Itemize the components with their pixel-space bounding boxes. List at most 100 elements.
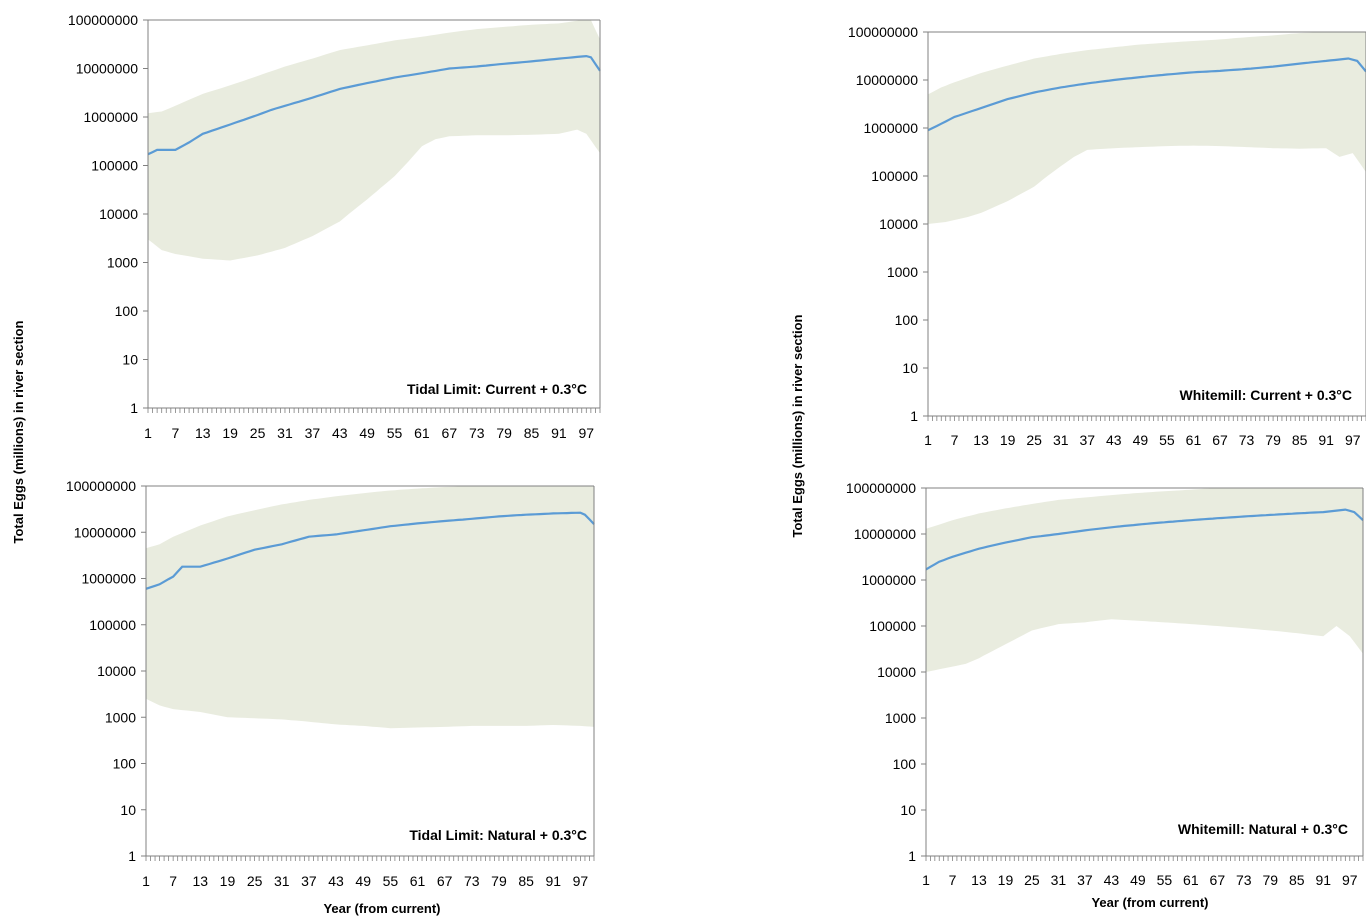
y-tick-label: 100000	[869, 618, 916, 634]
x-tick-label: 49	[355, 873, 371, 889]
y-tick-label: 10000	[97, 663, 136, 679]
x-tick-label: 79	[1265, 432, 1281, 448]
y-tick-label: 100	[115, 303, 139, 319]
x-tick-label: 7	[169, 873, 177, 889]
y-tick-label: 1	[910, 408, 918, 424]
panel-annotation: Tidal Limit: Current + 0.3°C	[407, 381, 587, 397]
y-tick-label: 100000000	[848, 24, 918, 40]
panel-annotation: Tidal Limit: Natural + 0.3°C	[409, 827, 587, 843]
y-tick-label: 100	[893, 756, 917, 772]
x-tick-label: 61	[1183, 872, 1199, 888]
x-tick-label: 19	[1000, 432, 1016, 448]
y-tick-label: 100	[895, 312, 919, 328]
y-tick-label: 1000	[107, 255, 138, 271]
x-tick-label: 61	[1186, 432, 1202, 448]
chart-tidal-limit-current: 100000000 10000000 1000000 100000 10000 1000 1…	[68, 12, 601, 441]
x-tick-label: 13	[195, 425, 211, 441]
x-tick-label: 97	[573, 873, 589, 889]
y-tick-label: 1000000	[861, 572, 916, 588]
uncertainty-band	[928, 32, 1366, 224]
y-tick-label: 100000	[871, 168, 918, 184]
x-tick-label: 1	[144, 425, 152, 441]
x-tick-label: 49	[1130, 872, 1146, 888]
x-tick-label: 13	[973, 432, 989, 448]
x-tick-label: 55	[383, 873, 399, 889]
x-tick-label: 1	[142, 873, 150, 889]
median-line	[925, 508, 1364, 571]
x-tick-label: 85	[524, 425, 540, 441]
x-tick-label: 55	[387, 425, 403, 441]
x-tick-label: 85	[518, 873, 534, 889]
x-tick-label: 55	[1157, 872, 1173, 888]
x-tick-label: 43	[328, 873, 344, 889]
x-tick-label: 97	[1342, 872, 1358, 888]
x-tick-label: 37	[1079, 432, 1095, 448]
x-tick-label: 85	[1289, 872, 1305, 888]
y-tick-label: 10000000	[76, 61, 139, 77]
y-tick-label: 1000000	[81, 571, 136, 587]
y-axis-label-left: Total Eggs (millions) in river section	[11, 320, 26, 543]
y-tick-label: 10000	[879, 216, 918, 232]
x-tick-label: 79	[491, 873, 507, 889]
x-tick-label: 97	[579, 425, 595, 441]
x-tick-label: 25	[1026, 432, 1042, 448]
x-tick-label: 43	[1104, 872, 1120, 888]
panel-annotation: Whitemill: Current + 0.3°C	[1180, 387, 1352, 403]
x-tick-label: 7	[171, 425, 179, 441]
x-tick-label: 73	[1236, 872, 1252, 888]
x-tick-label: 43	[332, 425, 348, 441]
x-tick-label: 91	[1315, 872, 1331, 888]
x-axis-label-right: Year (from current)	[1091, 895, 1208, 910]
x-tick-label: 31	[277, 425, 293, 441]
x-tick-label: 61	[414, 425, 430, 441]
y-tick-label: 1	[128, 848, 136, 864]
y-tick-label: 10000000	[854, 526, 917, 542]
x-tick-label: 19	[220, 873, 236, 889]
y-tick-label: 1000	[885, 710, 916, 726]
x-tick-label: 91	[1318, 432, 1334, 448]
x-tick-label: 1	[922, 872, 930, 888]
x-tick-label: 13	[971, 872, 987, 888]
x-tick-label: 7	[949, 872, 957, 888]
x-tick-label: 49	[359, 425, 375, 441]
x-tick-label: 31	[1053, 432, 1069, 448]
y-tick-label: 100000000	[846, 480, 916, 496]
x-tick-label: 97	[1345, 432, 1361, 448]
x-tick-label: 73	[1239, 432, 1255, 448]
median-line	[147, 54, 601, 156]
y-axis-label-right: Total Eggs (millions) in river section	[790, 314, 805, 537]
x-tick-label: 67	[442, 425, 458, 441]
x-tick-label: 49	[1133, 432, 1149, 448]
median-line	[927, 57, 1366, 132]
chart-whitemill-natural: 100000000 10000000 1000000 100000 10000 1000 1…	[846, 480, 1364, 888]
x-tick-label: 25	[1024, 872, 1040, 888]
y-tick-label: 10000000	[856, 72, 919, 88]
x-tick-label: 73	[464, 873, 480, 889]
y-tick-label: 1	[908, 848, 916, 864]
y-tick-label: 10	[900, 802, 916, 818]
x-tick-label: 37	[301, 873, 317, 889]
x-tick-label: 37	[1077, 872, 1093, 888]
x-tick-label: 91	[545, 873, 561, 889]
chart-whitemill-current: 100000000 10000000 1000000 100000 10000 1000 1…	[848, 24, 1366, 448]
y-tick-label: 100	[113, 756, 137, 772]
x-tick-label: 91	[551, 425, 567, 441]
uncertainty-band	[926, 488, 1363, 672]
x-tick-label: 55	[1159, 432, 1175, 448]
x-tick-label: 73	[469, 425, 485, 441]
y-tick-label: 10	[902, 360, 918, 376]
x-tick-label: 67	[1210, 872, 1226, 888]
x-tick-label: 19	[222, 425, 238, 441]
x-tick-label: 1	[924, 432, 932, 448]
x-tick-label: 25	[250, 425, 266, 441]
x-tick-label: 19	[998, 872, 1014, 888]
x-tick-label: 31	[274, 873, 290, 889]
x-tick-label: 79	[496, 425, 512, 441]
x-tick-label: 79	[1263, 872, 1279, 888]
y-tick-label: 100000000	[68, 12, 138, 28]
y-tick-label: 100000	[91, 158, 138, 174]
x-tick-label: 43	[1106, 432, 1122, 448]
y-tick-label: 10000	[877, 664, 916, 680]
y-tick-label: 10000000	[74, 524, 137, 540]
